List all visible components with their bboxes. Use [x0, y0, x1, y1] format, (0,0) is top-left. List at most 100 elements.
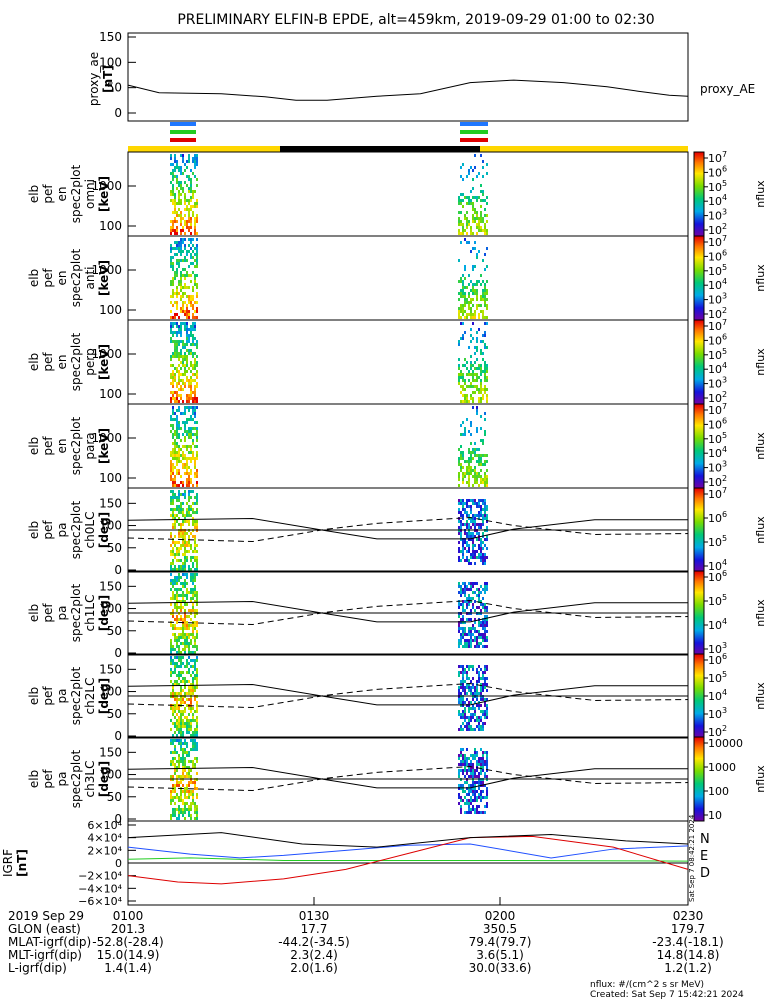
spectrogram-cell [184, 639, 186, 642]
spectrogram-cell [190, 659, 192, 662]
spectrogram-cell [186, 478, 188, 481]
spectrogram-cell [192, 579, 194, 582]
spectrogram-cell [178, 358, 180, 361]
spectrogram-cell [188, 397, 190, 400]
colorbar-strip [694, 386, 704, 387]
spectrogram-cell [186, 286, 188, 289]
colorbar-strip [694, 347, 704, 348]
colorbar-strip [694, 510, 704, 511]
spectrogram-cell [184, 648, 186, 651]
x-row-value: 2.3(2.4) [290, 948, 338, 962]
spectrogram-cell [194, 645, 196, 648]
spectrogram-cell [180, 367, 182, 370]
spectrogram-cell [464, 716, 466, 719]
spectrogram-cell [478, 400, 480, 403]
spectrogram-cell [196, 481, 198, 484]
spectrogram-cell [176, 220, 178, 223]
spectrogram-cell [194, 460, 196, 463]
spectrogram-cell [192, 624, 194, 627]
spectrogram-cell [184, 565, 186, 568]
spectrogram-cell [182, 451, 184, 454]
spectrogram-cell [184, 472, 186, 475]
spectrogram-cell [174, 565, 176, 568]
spectrogram-cell [178, 427, 180, 430]
spectrogram-cell [184, 618, 186, 621]
spectrogram-cell [184, 514, 186, 517]
spectrogram-cell [462, 541, 464, 544]
spectrogram-cell [460, 532, 462, 535]
spectrogram-cell [484, 214, 486, 217]
colorbar-strip [694, 712, 704, 713]
spectrogram-cell [190, 609, 192, 612]
spectrogram-cell [174, 343, 176, 346]
spectrogram-cell [458, 674, 460, 677]
spectrogram-cell [188, 286, 190, 289]
spectrogram-cell [482, 517, 484, 520]
spectrogram-cell [190, 280, 192, 283]
spectrogram-cell [184, 707, 186, 710]
spectrogram-cell [182, 722, 184, 725]
spectrogram-cell [484, 677, 486, 680]
spectrogram-cell [466, 642, 468, 645]
spectrogram-cell [466, 301, 468, 304]
spectrogram-cell [476, 307, 478, 310]
spectrogram-cell [184, 568, 186, 571]
spectrogram-cell [188, 217, 190, 220]
spectrogram-cell [464, 295, 466, 298]
spectrogram-cell [474, 713, 476, 716]
spectrogram-cell [180, 781, 182, 784]
spectrogram-cell [194, 639, 196, 642]
spectrogram-cell [458, 621, 460, 624]
spectrogram-cell [484, 556, 486, 559]
spectrogram-cell [472, 322, 474, 325]
colorbar-strip [694, 446, 704, 447]
spectrogram-cell [458, 511, 460, 514]
spectrogram-cell [174, 274, 176, 277]
spectrogram-cell [464, 802, 466, 805]
spectrogram-cell [192, 271, 194, 274]
spectrogram-cell [478, 388, 480, 391]
spectrogram-cell [194, 615, 196, 618]
spectrogram-cell [464, 304, 466, 307]
spectrogram-cell [470, 517, 472, 520]
colorbar-strip [694, 746, 704, 747]
spectrogram-cell [174, 253, 176, 256]
spectrogram-cell [484, 370, 486, 373]
spectrogram-cell [180, 169, 182, 172]
spectrogram-cell [182, 190, 184, 193]
spectrogram-cell [474, 367, 476, 370]
spectrogram-cell [468, 710, 470, 713]
spectrogram-cell [176, 547, 178, 550]
spectrogram-cell [192, 597, 194, 600]
spectrogram-cell [192, 454, 194, 457]
spectrogram-cell [170, 451, 172, 454]
spectrogram-cell [458, 364, 460, 367]
spectrogram-cell [176, 427, 178, 430]
spectrogram-cell [460, 621, 462, 624]
spectrogram-cell [172, 645, 174, 648]
spectrogram-cell [468, 481, 470, 484]
spectrogram-cell [484, 268, 486, 271]
spectrogram-cell [182, 484, 184, 487]
spectrogram-cell [188, 190, 190, 193]
spectrogram-cell [458, 343, 460, 346]
spectrogram-cell [462, 481, 464, 484]
spectrogram-cell [184, 562, 186, 565]
spectrogram-cell [186, 671, 188, 674]
spectrogram-cell [190, 325, 192, 328]
spectrogram-cell [466, 793, 468, 796]
colorbar-strip [694, 436, 704, 437]
spectrogram-cell [186, 722, 188, 725]
spectrogram-cell [464, 671, 466, 674]
colorbar-strip [694, 804, 704, 805]
colorbar-strip [694, 180, 704, 181]
colorbar-strip [694, 476, 704, 477]
spectrogram-cell [182, 662, 184, 665]
spectrogram-cell [190, 169, 192, 172]
spectrogram-cell [192, 582, 194, 585]
spectrogram-cell [188, 499, 190, 502]
colorbar-strip [694, 220, 704, 221]
spectrogram-cell [182, 760, 184, 763]
spectrogram-cell [466, 499, 468, 502]
spectrogram-cell [462, 615, 464, 618]
